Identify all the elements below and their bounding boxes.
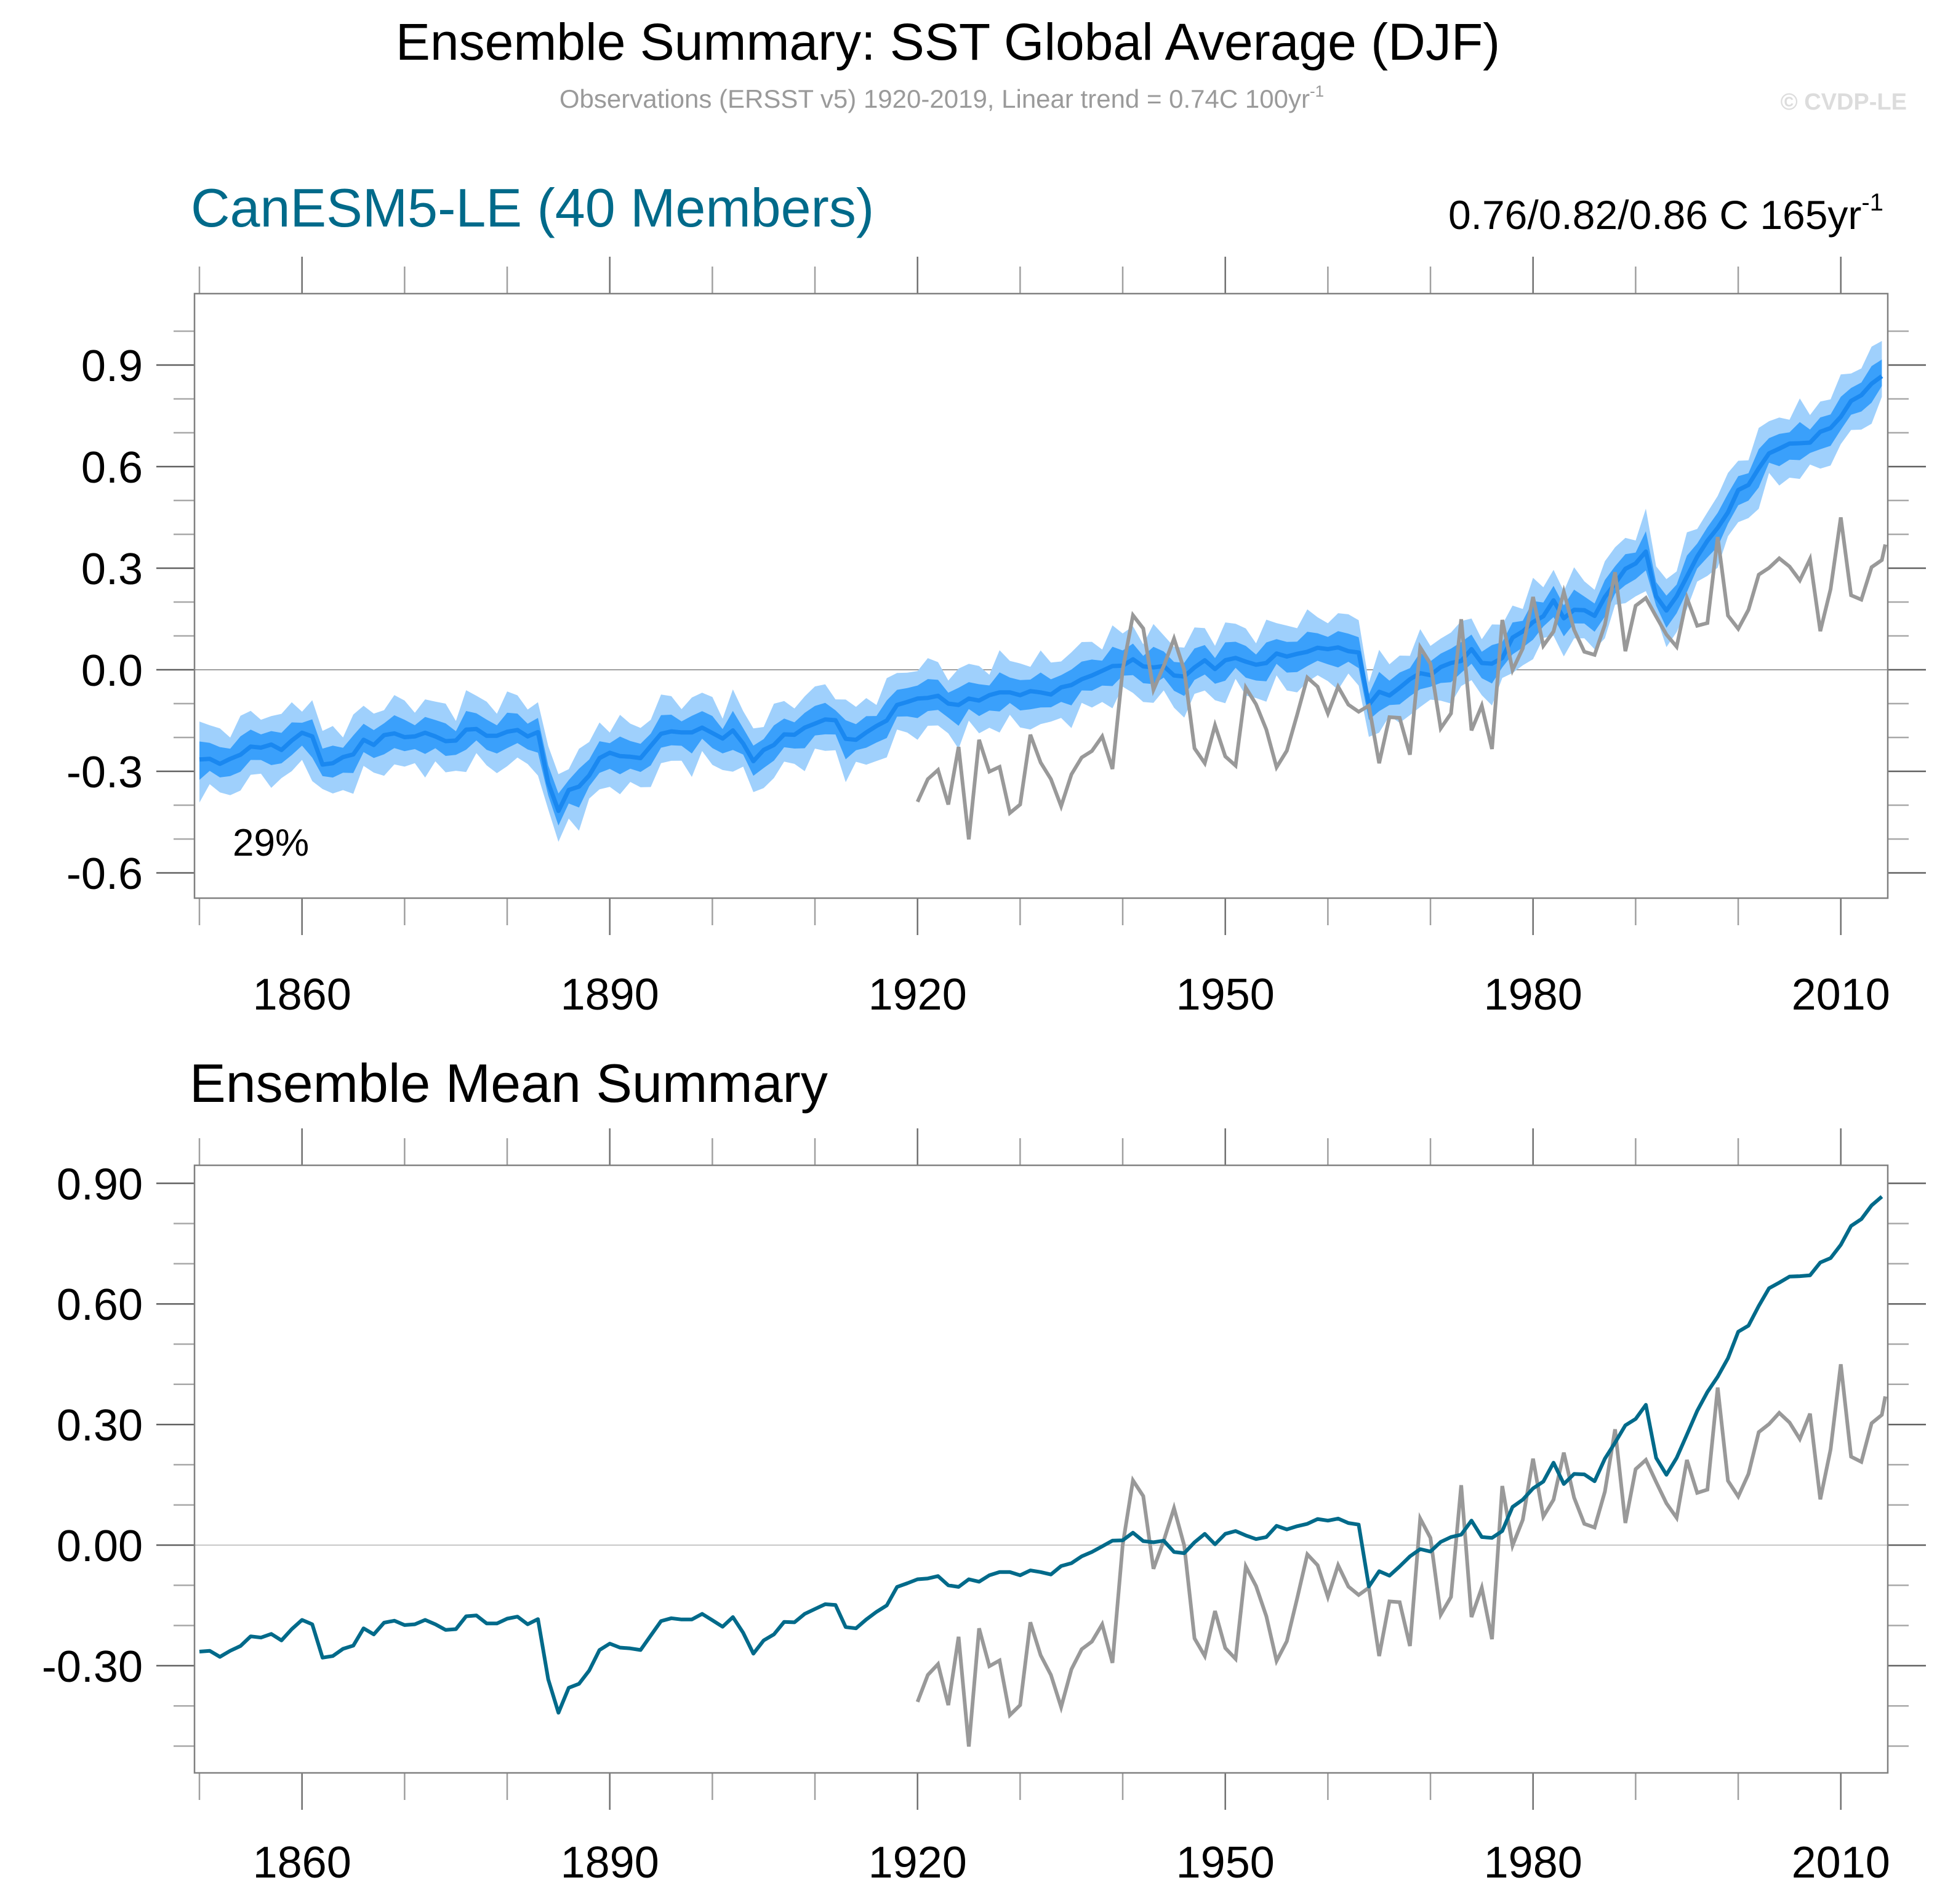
bottom-x-tick-label: 1950 [1176, 1838, 1275, 1887]
top-y-tick-label: -0.6 [66, 850, 143, 899]
top-x-tick-label: 2010 [1792, 970, 1890, 1019]
trend-text: 0.76/0.82/0.86 C 165yr [1448, 192, 1861, 238]
bottom-plot-area: 1860 1890 1920 1950 1980 2010 0.90 0.60 0.30 0.0… [42, 1128, 1926, 1887]
top-x-tick-label: 1980 [1484, 970, 1582, 1019]
ensemble-outer-band [199, 340, 1882, 842]
top-plot-frame [193, 292, 1889, 899]
top-y-tick-label: -0.3 [66, 748, 143, 797]
chart-title: Ensemble Summary: SST Global Average (DJ… [396, 13, 1500, 71]
bottom-observations-line [915, 1364, 1887, 1747]
top-y-tick-labels: 0.9 0.6 0.3 0.0 -0.3 -0.6 [66, 342, 143, 899]
ensemble-mean-line [199, 1195, 1883, 1715]
ensemble-median-line [199, 374, 1883, 813]
bottom-panel-title: Ensemble Mean Summary [190, 1053, 828, 1114]
top-plot-area: 29% 1860 1890 1920 1950 1980 2010 0.90.60.30.… [66, 257, 1926, 1019]
bottom-y-tick-label: 0.30 [57, 1401, 143, 1450]
bottom-x-tick-label: 1890 [561, 1838, 659, 1887]
bottom-y-tick-label: 0.90 [57, 1160, 143, 1209]
bottom-axis-ticks [156, 1128, 1926, 1810]
bottom-x-tick-label: 1980 [1484, 1838, 1582, 1887]
top-x-tick-label: 1860 [253, 970, 351, 1019]
top-x-tick-label: 1950 [1176, 970, 1275, 1019]
bottom-x-tick-label: 1920 [868, 1838, 967, 1887]
bottom-y-tick-label: 0.60 [57, 1280, 143, 1330]
bottom-x-tick-labels: 1860 1890 1920 1950 1980 2010 [253, 1838, 1890, 1887]
top-y-tick-label: 0.6 [81, 443, 143, 492]
bottom-y-tick-label: 0.00 [57, 1522, 143, 1571]
subtitle-text: Observations (ERSST v5) 1920-2019, Linea… [559, 84, 1310, 113]
top-observations-line [915, 517, 1887, 840]
copyright-label: © CVDP-LE [1781, 89, 1907, 115]
trend-superscript: -1 [1861, 189, 1883, 216]
chart-subtitle: Observations (ERSST v5) 1920-2019, Linea… [559, 82, 1324, 113]
top-panel-title: CanESM5-LE (40 Members) [191, 177, 874, 238]
top-y-tick-label: 0.3 [81, 545, 143, 594]
bottom-plot-frame [193, 1164, 1889, 1774]
percent-annotation: 29% [233, 822, 309, 864]
top-x-tick-label: 1920 [868, 970, 967, 1019]
bottom-x-tick-label: 2010 [1792, 1838, 1890, 1887]
top-x-tick-labels: 1860 1890 1920 1950 1980 2010 [253, 970, 1890, 1019]
top-y-tick-label: 0.0 [81, 646, 143, 696]
bottom-x-tick-label: 1860 [253, 1838, 351, 1887]
top-axis-ticks [156, 257, 1926, 935]
top-x-tick-label: 1890 [561, 970, 659, 1019]
bottom-y-tick-label: -0.30 [42, 1642, 143, 1692]
subtitle-superscript: -1 [1310, 82, 1324, 100]
bottom-y-tick-labels: 0.90 0.60 0.30 0.00 -0.30 [42, 1160, 143, 1692]
trend-label: 0.76/0.82/0.86 C 165yr-1 [1448, 189, 1883, 238]
top-y-tick-label: 0.9 [81, 342, 143, 391]
